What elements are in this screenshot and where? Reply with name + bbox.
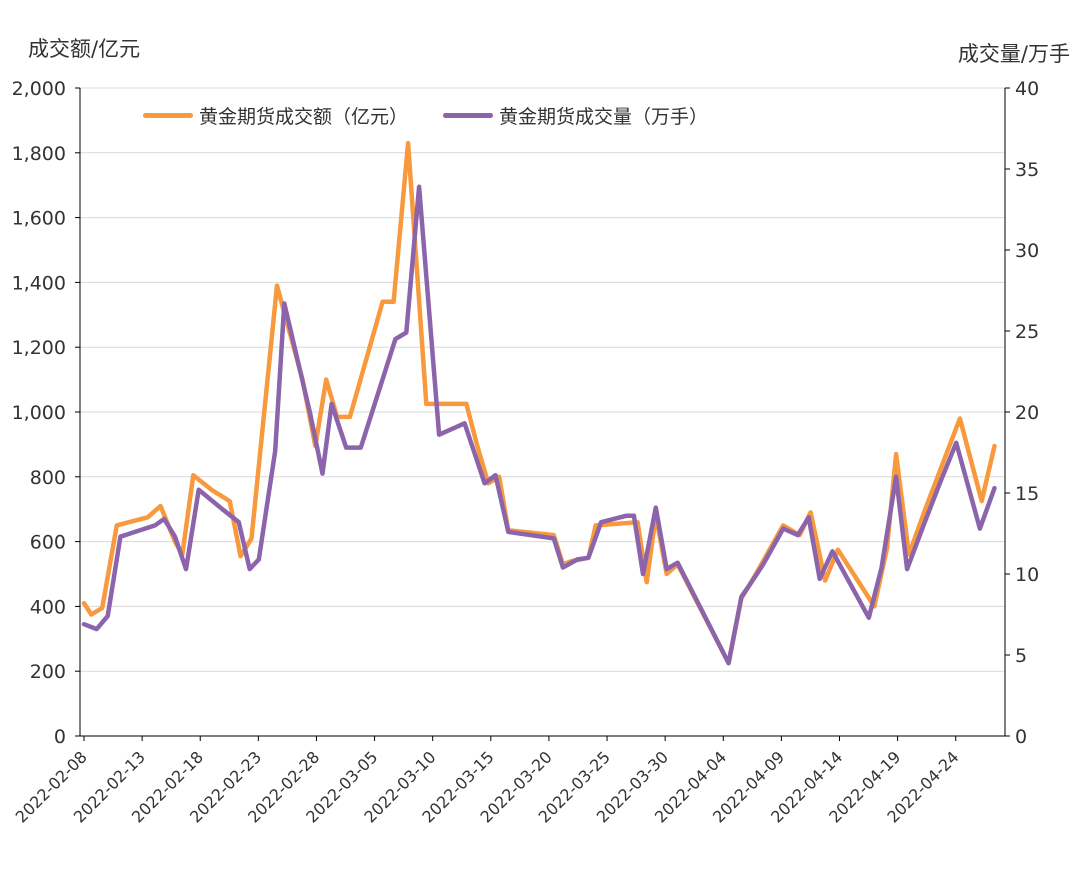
left-axis-tick-label: 1,000 bbox=[12, 402, 66, 424]
legend-swatch-amount bbox=[143, 113, 193, 118]
left-axis-tick-label: 800 bbox=[30, 467, 66, 489]
left-axis-tick-label: 2,000 bbox=[12, 78, 66, 100]
legend-item-amount: 黄金期货成交额（亿元） bbox=[143, 102, 408, 129]
left-axis-tick-label: 1,600 bbox=[12, 208, 66, 230]
right-axis-tick-label: 20 bbox=[1015, 402, 1039, 424]
left-axis-tick-label: 1,400 bbox=[12, 272, 66, 294]
amount-series-line bbox=[81, 140, 997, 666]
legend-label-volume: 黄金期货成交量（万手） bbox=[499, 106, 709, 128]
x-axis-tick-labels: 2022-02-082022-02-132022-02-182022-02-23… bbox=[12, 736, 963, 827]
right-axis-tick-label: 35 bbox=[1015, 159, 1039, 181]
left-axis-tick-label: 1,200 bbox=[12, 337, 66, 359]
right-axis-tick-label: 30 bbox=[1015, 240, 1039, 262]
right-axis-tick-label: 25 bbox=[1015, 321, 1039, 343]
legend-swatch-volume bbox=[443, 113, 493, 118]
left-axis-tick-label: 0 bbox=[54, 726, 66, 748]
legend-label-amount: 黄金期货成交额（亿元） bbox=[199, 106, 409, 128]
legend-item-volume: 黄金期货成交量（万手） bbox=[443, 102, 708, 129]
left-axis-tick-label: 600 bbox=[30, 532, 66, 554]
left-axis-tick-label: 400 bbox=[30, 596, 66, 618]
left-axis-unit-label: 成交额/亿元 bbox=[28, 37, 141, 61]
left-axis-tick-labels: 0 200 400 600 800 1,000 1,200 1,400 1,600 1,800 2,… bbox=[12, 78, 80, 748]
right-axis-tick-label: 5 bbox=[1015, 645, 1027, 667]
left-axis-tick-label: 200 bbox=[30, 661, 66, 683]
volume-series-line bbox=[81, 184, 997, 666]
right-axis-tick-labels: 0 5 10 15 20 25 30 35 40 bbox=[1005, 78, 1039, 748]
gridlines bbox=[80, 87, 1005, 672]
right-axis-tick-label: 0 bbox=[1015, 726, 1027, 748]
right-axis-tick-label: 10 bbox=[1015, 564, 1039, 586]
right-axis-tick-label: 15 bbox=[1015, 483, 1039, 505]
right-axis-unit-label: 成交量/万手 bbox=[957, 42, 1070, 66]
left-axis-tick-label: 1,800 bbox=[12, 143, 66, 165]
right-axis-tick-label: 40 bbox=[1015, 78, 1039, 100]
series-lines bbox=[81, 140, 997, 666]
